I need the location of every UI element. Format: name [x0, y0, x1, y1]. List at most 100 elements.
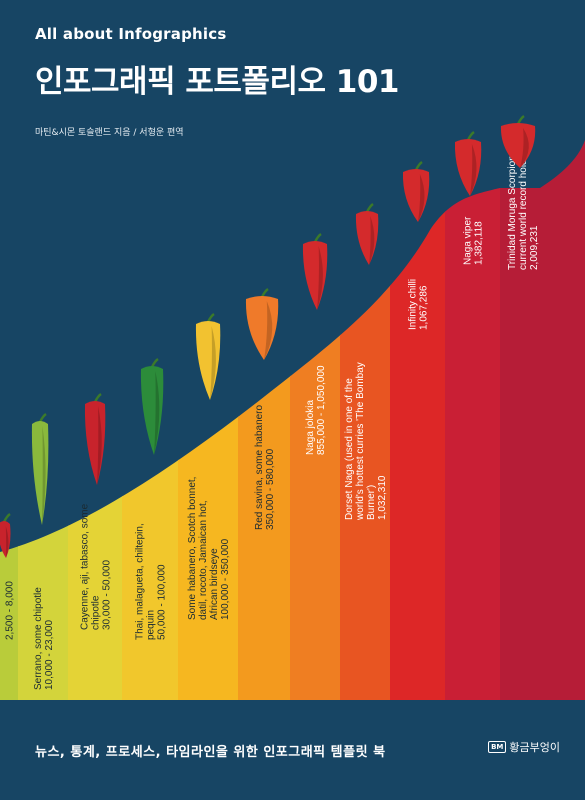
band-range: 1,067,286	[418, 285, 429, 330]
band-label: 2,500 - 8,000	[4, 581, 15, 640]
band-label: Red savina, some habanero350,000 - 580,0…	[254, 404, 276, 530]
pepper-stem	[516, 114, 525, 125]
band-range: 100,000 - 350,000	[220, 538, 231, 620]
pepper-body	[355, 211, 379, 265]
pepper-icon	[245, 287, 279, 360]
band-label: Thai, malagueta, chiltepin,pequin50,000 …	[134, 523, 167, 640]
pepper-shade	[154, 371, 160, 455]
pepper-shade	[470, 144, 477, 196]
pepper-icon	[84, 392, 106, 485]
band-range: 855,000 - 1,050,000	[316, 365, 327, 455]
publisher-logo: BM	[488, 741, 507, 753]
pepper-shade	[264, 301, 273, 360]
band-label: Trinidad Moruga Scorpioncurrent world re…	[507, 150, 540, 270]
band-label-text: Serrano, some chipotle10,000 - 23,000	[33, 587, 55, 690]
pepper-icon	[140, 357, 164, 455]
band-label-text: Naga jolokia855,000 - 1,050,000	[305, 365, 327, 455]
band-label: Dorset Naga (used in one of theworld's h…	[344, 362, 388, 521]
band-name: datil, rocoto, Jamaican hot,	[198, 500, 209, 620]
band-label-text: Some habanero, Scotch bonnet,datil, roco…	[187, 477, 231, 620]
pepper-shade	[97, 406, 102, 485]
band-name: Dorset Naga (used in one of the	[344, 378, 355, 520]
band-label: Naga jolokia855,000 - 1,050,000	[305, 365, 327, 455]
pepper-icon	[402, 160, 430, 222]
pepper-body	[454, 139, 482, 196]
heat-band	[500, 188, 546, 700]
band-label-text: Cayenne, aji, tabasco, somechipotle30,00…	[79, 503, 112, 630]
pepper-stem	[38, 412, 47, 423]
pepper-body	[140, 366, 164, 455]
band-range: 50,000 - 100,000	[156, 564, 167, 640]
pepper-icon	[454, 130, 482, 196]
pepper-body	[245, 296, 279, 360]
band-label-text: Trinidad Moruga Scorpioncurrent world re…	[507, 150, 540, 270]
band-labels: 2,500 - 8,000 Serrano, some chipotle10,00…	[4, 150, 540, 690]
band-range: 1,032,310	[377, 475, 388, 520]
band-name: Trinidad Moruga Scorpion	[507, 155, 518, 270]
band-name: Some habanero, Scotch bonnet,	[187, 477, 198, 620]
pepper-stem	[313, 232, 322, 243]
pepper-body	[84, 401, 106, 485]
band-label: Infinity chilli1,067,286	[407, 279, 429, 330]
pepper-stem	[206, 312, 215, 323]
pepper-stem	[150, 357, 159, 368]
band-name: African birdseye	[209, 548, 220, 620]
band-range: 350,000 - 580,000	[265, 448, 276, 530]
pepper-icon	[31, 412, 49, 525]
pepper-shade	[210, 326, 216, 400]
pepper-icon	[302, 232, 328, 310]
band-name: Burner')	[366, 485, 377, 520]
band-name: Thai, malagueta, chiltepin,	[134, 523, 145, 640]
pepper-icon	[0, 512, 11, 558]
band-label-text: Thai, malagueta, chiltepin,pequin50,000 …	[134, 523, 167, 640]
band-label-text: Red savina, some habanero350,000 - 580,0…	[254, 404, 276, 530]
pepper-shade	[369, 216, 375, 265]
pepper-icon	[195, 312, 221, 400]
pepper-stem	[260, 287, 269, 298]
band-label: Cayenne, aji, tabasco, somechipotle30,00…	[79, 503, 112, 630]
band-range: 30,000 - 50,000	[101, 560, 112, 630]
pepper-body	[302, 241, 328, 310]
pepper-stem	[414, 160, 423, 171]
pepper-shade	[317, 246, 323, 310]
band-label: Serrano, some chipotle10,000 - 23,000	[33, 587, 55, 690]
band-label-text: 2,500 - 8,000	[4, 581, 15, 640]
band-range: 2,009,231	[529, 225, 540, 270]
pepper-shade	[520, 128, 529, 168]
heat-band	[445, 188, 501, 700]
pepper-icon	[500, 114, 536, 168]
band-name: pequin	[145, 610, 156, 640]
band-name: Naga jolokia	[305, 400, 316, 455]
band-name: Serrano, some chipotle	[33, 587, 44, 690]
band-label-text: Naga viper1,382,118	[462, 216, 484, 265]
pepper-icon	[355, 202, 379, 265]
publisher: BM 황금부엉이	[488, 739, 560, 755]
series-label: All about Infographics	[35, 25, 227, 43]
pepper-icons	[0, 114, 536, 558]
band-label-text: Infinity chilli1,067,286	[407, 279, 429, 330]
band-name: Infinity chilli	[407, 279, 418, 330]
pepper-shade	[418, 174, 425, 222]
band-name: current world record holder	[518, 150, 529, 270]
band-range: 10,000 - 23,000	[44, 620, 55, 690]
band-name: chipotle	[90, 595, 101, 630]
band-label-text: Dorset Naga (used in one of theworld's h…	[344, 362, 388, 521]
book-title: 인포그래픽 포트폴리오 101	[35, 64, 400, 100]
band-range: 1,382,118	[473, 221, 484, 265]
band-label: Some habanero, Scotch bonnet,datil, roco…	[187, 477, 231, 620]
band-name: Naga viper	[462, 216, 473, 265]
book-subtitle: 뉴스, 통계, 프로세스, 타임라인을 위한 인포그래픽 템플릿 북	[35, 745, 386, 760]
pepper-body	[500, 123, 536, 168]
publisher-name: 황금부엉이	[509, 741, 560, 754]
pepper-stem	[365, 202, 374, 213]
pepper-stem	[2, 512, 11, 523]
pepper-body	[0, 521, 11, 558]
band-range: 2,500 - 8,000	[4, 581, 15, 640]
pepper-body	[31, 421, 49, 525]
pepper-stem	[466, 130, 475, 141]
pepper-body	[402, 169, 430, 222]
pepper-shade	[5, 526, 9, 558]
pepper-shade	[42, 426, 46, 525]
